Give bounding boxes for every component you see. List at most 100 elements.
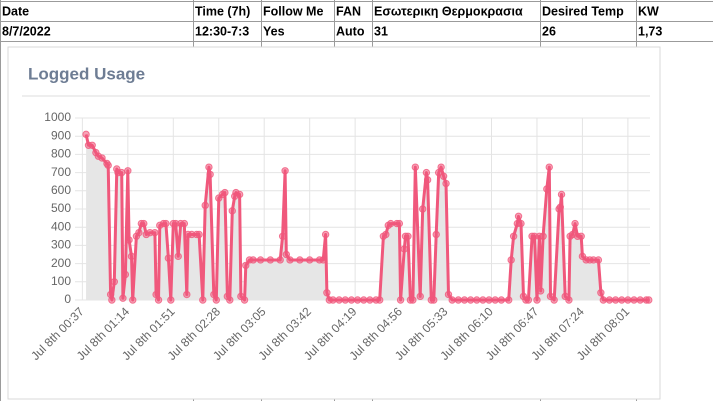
point [404,232,412,241]
point [497,296,506,304]
point [151,228,159,237]
cell: Auto [336,24,365,38]
point [571,219,579,228]
point [460,296,469,304]
point [439,172,448,180]
point [256,256,265,264]
point [611,296,620,304]
point [266,256,275,264]
point [514,212,523,220]
point [507,256,515,264]
y-tick-label: 200 [51,256,71,270]
y-tick-label: 900 [51,128,71,142]
point [201,201,209,210]
point [321,230,330,239]
point [539,232,547,241]
y-tick-label: 400 [51,219,71,233]
point [125,236,133,244]
point [296,256,304,264]
point [387,219,395,228]
cell: 26 [542,24,556,38]
point [556,203,565,211]
point [242,261,250,270]
header-cell: Date [2,4,29,18]
point [127,252,136,261]
point [180,219,189,228]
point [88,141,96,150]
point [347,296,356,304]
point [400,245,408,253]
point [282,250,291,259]
point [395,219,404,228]
point [240,296,249,304]
point [422,168,431,177]
point [545,163,553,171]
point [409,296,417,304]
point [335,296,343,304]
point [577,232,585,241]
point [135,228,143,237]
header-cell: Desired Temp [542,4,624,18]
chart-title: Logged Usage [28,64,145,83]
header-cell: Εσωτερικη Θερμοκρασια [374,4,523,18]
point [473,296,481,304]
point [444,290,453,299]
point [565,296,573,304]
y-tick-label: 100 [51,274,71,288]
point [323,289,331,297]
y-tick-label: 700 [51,165,71,179]
point [305,256,314,264]
point [276,256,284,264]
point [594,256,603,264]
point [645,296,653,304]
point [281,167,289,175]
point [630,296,638,304]
point [618,296,626,304]
point [557,190,566,199]
point [416,292,424,301]
point [599,296,608,304]
point [509,232,518,241]
point [454,296,463,304]
point [195,230,203,239]
point [396,296,405,304]
point [329,296,337,304]
point [533,296,541,304]
point [183,290,191,299]
point [411,163,420,171]
point [104,161,112,170]
point [129,296,137,304]
point [286,256,294,264]
point [597,289,605,297]
point [121,270,130,279]
y-tick-label: 0 [64,292,71,306]
point [419,205,427,213]
point [353,296,362,304]
point [249,256,257,264]
point [437,163,445,171]
point [319,256,327,264]
point [206,170,214,179]
point [376,296,384,304]
point [205,163,213,171]
point [366,296,374,304]
point [82,130,90,139]
point [505,296,513,304]
point [479,296,487,304]
point [212,296,220,304]
point [164,254,173,262]
point [154,296,163,304]
y-tick-label: 300 [51,238,71,252]
point [226,296,234,304]
point [98,154,106,162]
point [341,296,349,304]
point [382,230,390,239]
point [432,230,440,239]
area [86,134,649,300]
y-tick-label: 500 [51,201,71,215]
point [550,296,558,304]
point [536,287,545,295]
point [228,207,236,215]
point [140,219,148,228]
point [199,296,207,304]
